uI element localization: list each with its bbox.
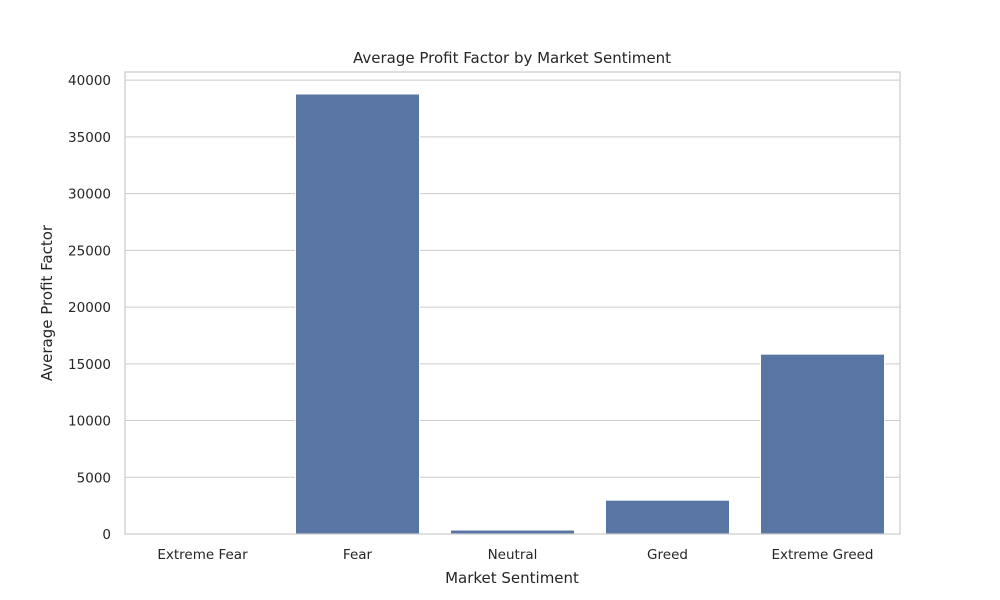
bar-greed (605, 499, 730, 535)
x-tick-label: Fear (343, 547, 373, 563)
x-tick-label: Neutral (488, 547, 538, 563)
y-tick-label: 10000 (68, 414, 111, 430)
y-tick-label: 5000 (77, 470, 111, 486)
x-axis-label: Market Sentiment (445, 569, 579, 587)
grid-lines (125, 79, 900, 478)
y-tick-label: 30000 (68, 187, 111, 203)
chart-title: Average Profit Factor by Market Sentimen… (353, 49, 671, 67)
x-tick-label: Extreme Fear (157, 547, 248, 563)
plot-frame (124, 71, 901, 535)
y-tick-label: 20000 (68, 300, 111, 316)
y-tick-label: 40000 (68, 73, 111, 89)
y-axis-label: Average Profit Factor (38, 224, 56, 381)
x-tick-label: Greed (647, 547, 688, 563)
y-tick-label: 35000 (68, 130, 111, 146)
x-axis-ticks: Extreme Fear Fear Neutral Greed Extreme Gree… (157, 547, 873, 563)
y-axis-ticks: 0 5000 10000 15000 20000 25000 30000 35000 40000 (68, 73, 111, 543)
y-tick-label: 0 (102, 527, 111, 543)
x-tick-label: Extreme Greed (771, 547, 873, 563)
y-tick-label: 15000 (68, 357, 111, 373)
y-tick-label: 25000 (68, 243, 111, 259)
bars (140, 93, 885, 535)
bar-fear (295, 93, 420, 535)
bar-extreme-greed (760, 353, 885, 535)
